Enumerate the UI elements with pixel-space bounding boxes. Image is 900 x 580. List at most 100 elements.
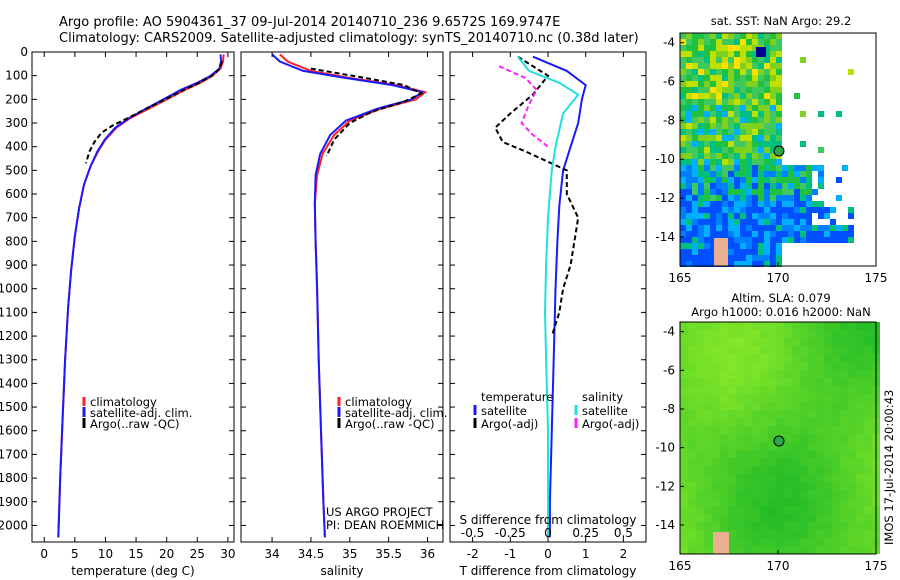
sla-cell: [728, 490, 736, 498]
sst-cell: [788, 171, 794, 177]
sst-cell: [692, 117, 698, 123]
sst-cell: [800, 201, 806, 207]
sst-cell: [686, 219, 692, 225]
sla-cell: [840, 434, 848, 442]
sst-cell: [758, 153, 764, 159]
sst-cell: [758, 63, 764, 69]
sst-cell: [686, 93, 692, 99]
sst-cell: [728, 69, 734, 75]
sla-cell: [792, 402, 800, 410]
sst-cell: [710, 81, 716, 87]
sla-cell: [856, 466, 864, 474]
pi-annotation: PI: DEAN ROEMMICH: [326, 518, 444, 532]
sst-cell: [752, 93, 758, 99]
sst-cell: [698, 249, 704, 255]
sst-cell: [728, 99, 734, 105]
sst-cell: [680, 123, 686, 129]
sst-cell: [776, 99, 782, 105]
sst-cell: [680, 99, 686, 105]
sla-cell: [744, 410, 752, 418]
sla-cell: [848, 522, 856, 530]
sla-cell: [744, 402, 752, 410]
sla-cell: [728, 322, 736, 330]
salinity-legend: climatology satellite-adj. clim. Argo(..…: [337, 395, 447, 431]
sst-cell: [704, 57, 710, 63]
sla-cell: [680, 546, 688, 554]
sla-cell: [696, 530, 704, 538]
sst-cell: [698, 165, 704, 171]
sst-cell: [698, 237, 704, 243]
sst-cell: [710, 237, 716, 243]
sla-cell: [864, 426, 872, 434]
sla-cell: [744, 354, 752, 362]
sst-cell: [818, 225, 824, 231]
sla-cell: [784, 466, 792, 474]
sst-cell: [698, 147, 704, 153]
sla-cell: [784, 482, 792, 490]
sla-cell: [816, 386, 824, 394]
sla-cell: [712, 506, 720, 514]
sla-cell: [776, 538, 784, 546]
sst-cell: [698, 243, 704, 249]
sst-cell: [752, 153, 758, 159]
sla-cell: [840, 346, 848, 354]
sst-cell: [746, 87, 752, 93]
sst-cell: [698, 117, 704, 123]
sla-cell: [720, 474, 728, 482]
sla-cell: [688, 402, 696, 410]
sst-cell: [806, 189, 812, 195]
sla-cell: [800, 522, 808, 530]
sst-cell: [746, 147, 752, 153]
sla-cell: [816, 362, 824, 370]
sst-cell: [800, 207, 806, 213]
sst-cell: [848, 225, 854, 231]
sst-cell: [752, 147, 758, 153]
sst-cell: [794, 177, 800, 183]
sla-cell: [792, 362, 800, 370]
sla-cell: [720, 378, 728, 386]
sst-cell: [782, 177, 788, 183]
sst-cell: [788, 213, 794, 219]
sst-cell: [722, 141, 728, 147]
sla-map-title-1: Altim. SLA: 0.079: [731, 291, 830, 305]
sla-cell: [728, 394, 736, 402]
sst-cell: [740, 177, 746, 183]
sst-cell: [704, 63, 710, 69]
sla-cell: [688, 442, 696, 450]
sst-cell: [734, 39, 740, 45]
sla-cell: [680, 402, 688, 410]
sst-cell: [800, 189, 806, 195]
sla-cell: [832, 490, 840, 498]
sst-cell: [704, 129, 710, 135]
sla-cell: [752, 346, 760, 354]
sla-cell: [840, 450, 848, 458]
sst-cell: [722, 171, 728, 177]
sst-cell: [698, 75, 704, 81]
sst-cell: [734, 231, 740, 237]
sla-cell: [776, 474, 784, 482]
sla-cell: [776, 450, 784, 458]
sst-cell: [758, 219, 764, 225]
sst-cell: [692, 75, 698, 81]
x-tick-label: 5: [71, 547, 79, 561]
y-tick-label: 2000: [0, 518, 28, 532]
sst-cell: [686, 45, 692, 51]
sst-cell: [746, 117, 752, 123]
sst-cell: [722, 111, 728, 117]
sst-cell: [686, 177, 692, 183]
sst-cell: [770, 39, 776, 45]
sst-cell: [800, 219, 806, 225]
sst-cell: [764, 231, 770, 237]
sst-cell: [746, 135, 752, 141]
sst-cell: [764, 219, 770, 225]
sst-cell: [746, 189, 752, 195]
sst-cell: [776, 255, 782, 261]
sst-cell: [788, 237, 794, 243]
sst-cell: [722, 105, 728, 111]
sla-cell: [864, 498, 872, 506]
sla-cell: [800, 490, 808, 498]
sla-cell: [680, 458, 688, 466]
sla-cell: [704, 378, 712, 386]
sst-cell: [692, 153, 698, 159]
sla-cell: [808, 450, 816, 458]
